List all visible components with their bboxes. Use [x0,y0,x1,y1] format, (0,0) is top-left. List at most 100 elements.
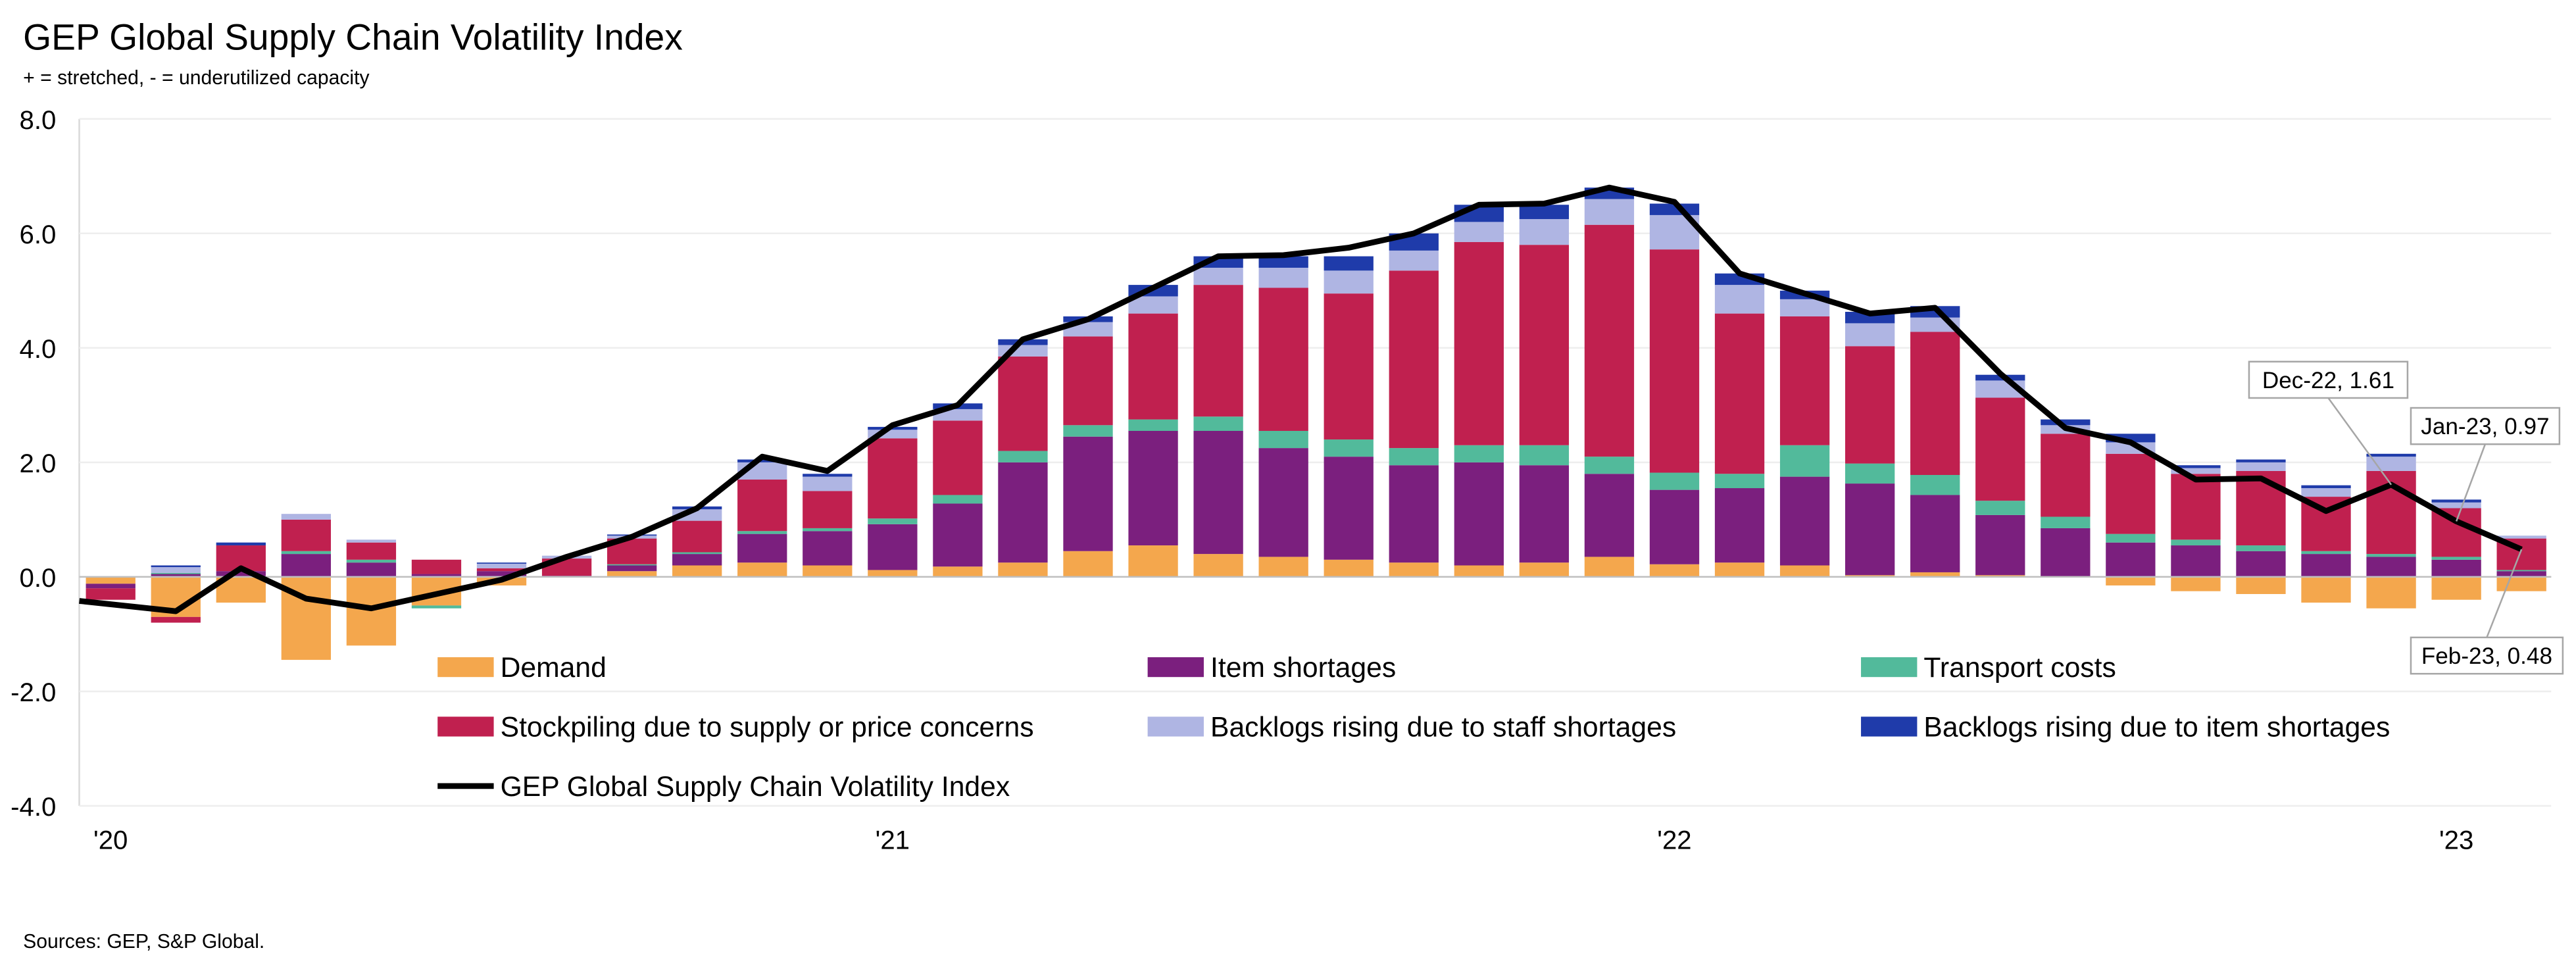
bar-segment [2366,576,2416,609]
y-tick-label: -4.0 [11,792,56,822]
bar-segment [998,356,1048,451]
bar-segment [1324,439,1374,457]
bar-segment [737,562,787,577]
bar-segment [803,531,853,566]
bar-segment [1258,431,1308,449]
bar-segment [1975,575,2025,577]
bar-segment [1128,296,1178,314]
bar-segment [2236,551,2286,577]
bar-segment [607,564,657,566]
annotation-text: Jan-23, 0.97 [2421,414,2549,439]
bar-segment [1258,287,1308,432]
bar-segment [1193,554,1243,577]
bar-segment [933,566,983,577]
bar-segment [2366,557,2416,577]
bar-segment [151,572,201,574]
bar-segment [1649,472,1700,490]
legend-label: GEP Global Supply Chain Volatility Index [501,771,1010,803]
bar-segment [281,519,332,551]
bar-segment [476,571,527,577]
bar-segment [1975,514,2025,576]
bar-segment [2301,551,2351,555]
bar-segment [2236,459,2286,462]
bar-segment [2171,545,2221,577]
bar-segment [2496,535,2546,539]
bar-segment [2496,576,2546,591]
bar-segment [737,531,787,534]
bar-segment [1063,436,1113,551]
bar-segment [1324,457,1374,560]
y-tick-label: 6.0 [20,220,57,249]
bar-segment [2366,457,2416,471]
bar-segment [737,534,787,563]
legend-swatch [1147,657,1204,678]
bar-segment [1975,374,2025,381]
bar-segment [2236,576,2286,595]
bar-segment [1845,323,1895,347]
bar-segment [803,474,853,477]
bar-segment [868,524,918,570]
bar-segment [868,518,918,524]
bar-segment [1649,489,1700,564]
bar-segment [1324,270,1374,294]
chart-title: GEP Global Supply Chain Volatility Index [23,16,683,57]
bar-segment [803,491,853,528]
bar-segment [2431,499,2481,503]
legend-label: Backlogs rising due to staff shortages [1210,712,1676,743]
x-tick-label: '21 [876,825,910,855]
bar-segment [2041,528,2091,577]
bar-segment [346,562,397,577]
annotation-box [2410,407,2561,445]
bar-segment [2106,453,2156,534]
bar-segment [86,576,136,584]
annotation-box [2410,636,2564,675]
bar-segment [2431,508,2481,557]
bar-segment [1063,551,1113,577]
bar-segment [2041,419,2091,426]
bar-segment [1910,495,1960,572]
bar-segment [1454,565,1504,577]
bar-segment [1584,224,1635,457]
legend-swatch [1861,716,1918,737]
bar-segment [1584,474,1635,557]
annotation-text: Feb-23, 0.48 [2421,643,2552,669]
bar-segment [1454,241,1504,445]
bar-segment [1975,501,2025,515]
annotation-pointer [2455,443,2487,522]
bar-segment [1975,397,2025,501]
bar-segment [2041,434,2091,517]
bar-segment [1258,256,1308,268]
annotation-box [2248,360,2409,399]
bar-segment [1454,462,1504,566]
bar-segment [1128,545,1178,577]
bar-segment [1910,332,1960,476]
bar-segment [2496,571,2546,577]
bar-segment [1519,219,1570,245]
bar-segment [2431,559,2481,577]
legend-label: Transport costs [1923,652,2116,683]
legend-swatch [1147,716,1204,737]
bar-segment [476,568,527,572]
bar-segment [2301,485,2351,489]
legend-label: Demand [501,652,607,683]
bar-segment [1454,445,1504,462]
bar-segment [1779,445,1830,477]
bar-segment [1324,293,1374,440]
bar-segment [151,616,201,623]
bar-segment [1258,267,1308,288]
bar-segment [868,570,918,577]
bar-segment [2236,545,2286,551]
bar-segment [672,554,722,566]
annotation-pointer [2486,549,2523,638]
bar-segment [151,567,201,573]
bar-segment [2366,453,2416,457]
bar-segment [1779,476,1830,566]
bar-segment [672,565,722,577]
bar-segment [1454,222,1504,242]
bar-segment [1519,445,1570,466]
bar-segment [476,563,527,568]
bar-segment [216,542,266,546]
bar-segment [2171,468,2221,474]
bar-segment [1128,313,1178,420]
